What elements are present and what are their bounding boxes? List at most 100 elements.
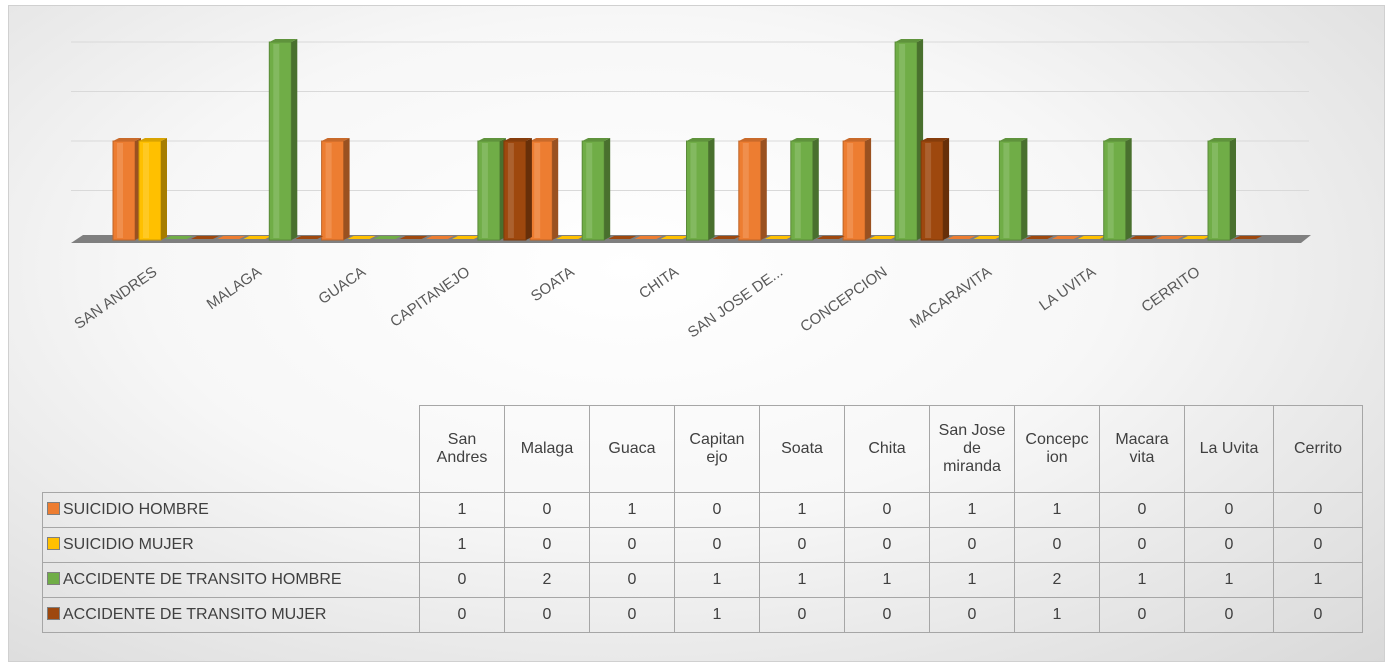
bar-flat <box>1129 236 1158 239</box>
bar-top <box>1103 138 1132 141</box>
legend-swatch-icon <box>47 537 60 550</box>
bar <box>1077 236 1106 239</box>
x-tick-label: SOATA <box>528 263 578 305</box>
table-cell: 0 <box>1273 492 1363 528</box>
bar-top <box>503 138 532 141</box>
bar <box>1129 236 1158 239</box>
x-tick-label: CHITA <box>636 263 682 302</box>
bar-top <box>582 138 611 141</box>
table-cell: 2 <box>1014 562 1100 598</box>
table-cell: 0 <box>1014 527 1100 563</box>
bar <box>191 236 219 239</box>
table-cell: 0 <box>759 597 845 633</box>
bar-flat <box>973 236 1002 239</box>
bar-top <box>686 138 715 141</box>
bar-front <box>686 140 709 241</box>
table-cell: 1 <box>674 562 760 598</box>
table-cell: 0 <box>759 527 845 563</box>
series-label-cell: ACCIDENTE DE TRANSITO MUJER <box>42 597 420 633</box>
bar-flat <box>425 236 454 239</box>
bar-side <box>552 138 559 240</box>
table-cell: 1 <box>929 562 1015 598</box>
bar <box>973 236 1002 239</box>
table-body: SUICIDIO HOMBRE 1 0 1 0 1 0 1 1 0 0 0 SUICIDIO MUJER… <box>42 492 1363 633</box>
bar <box>321 138 350 241</box>
bar <box>165 236 193 239</box>
bar-flat <box>1051 236 1080 239</box>
bar-top <box>921 138 950 141</box>
table-cell: 0 <box>589 597 675 633</box>
bar <box>477 138 506 241</box>
bar-side <box>865 138 872 240</box>
bar-top <box>477 138 506 141</box>
table-cell: 0 <box>674 527 760 563</box>
bar-top <box>113 138 141 141</box>
table-column-header: La Uvita <box>1184 405 1274 493</box>
table-corner-cell <box>42 405 420 493</box>
bar-front <box>1103 140 1127 241</box>
table-row: ACCIDENTE DE TRANSITO MUJER 0 0 0 1 0 0 0 1 0 0 0 <box>42 597 1363 633</box>
bar <box>686 138 715 241</box>
bar-flat <box>295 236 324 239</box>
bar-side <box>812 138 819 240</box>
table-cell: 2 <box>504 562 590 598</box>
bar <box>451 236 480 239</box>
table-cell: 0 <box>1184 527 1274 563</box>
table-column-header: Macara vita <box>1099 405 1185 493</box>
bar <box>816 236 845 239</box>
bar <box>869 236 898 239</box>
bar <box>712 236 741 239</box>
table-cell: 0 <box>929 527 1015 563</box>
bar <box>347 236 376 239</box>
x-tick-label: SAN ANDRES <box>71 263 160 332</box>
table-cell: 1 <box>1014 597 1100 633</box>
bar-side <box>708 138 715 240</box>
bar <box>1025 236 1054 239</box>
table-cell: 0 <box>674 492 760 528</box>
bar <box>842 138 872 241</box>
bar-front <box>894 41 918 241</box>
bar <box>425 236 454 239</box>
bar-flat <box>947 236 976 239</box>
legend-swatch-icon <box>47 572 60 585</box>
bar-flat <box>165 236 193 239</box>
bar-flat <box>191 236 219 239</box>
bar-top <box>738 138 767 141</box>
bar <box>660 236 689 239</box>
table-cell: 0 <box>1184 492 1274 528</box>
bar <box>998 138 1028 241</box>
bar-flat <box>816 236 845 239</box>
table-cell: 1 <box>1273 562 1363 598</box>
bar-highlight <box>1107 143 1114 238</box>
table-cell: 1 <box>844 562 930 598</box>
bar-front <box>477 140 501 241</box>
bar <box>1182 236 1210 239</box>
table-cell: 1 <box>674 597 760 633</box>
table-cell: 0 <box>504 492 590 528</box>
series-label-cell: ACCIDENTE DE TRANSITO HOMBRE <box>42 562 420 598</box>
bar <box>1207 138 1236 241</box>
bar-flat <box>869 236 898 239</box>
table-cell: 0 <box>1273 527 1363 563</box>
x-tick-label: MALAGA <box>204 263 265 313</box>
table-cell: 0 <box>419 597 505 633</box>
bar-front <box>790 140 814 241</box>
table-cell: 0 <box>504 597 590 633</box>
bar <box>920 138 950 241</box>
bar <box>608 236 637 239</box>
table-row: ACCIDENTE DE TRANSITO HOMBRE 0 2 0 1 1 1 1 2 1 1 1 <box>42 562 1363 598</box>
bar-highlight <box>1212 143 1218 238</box>
bar-flat <box>556 236 585 239</box>
table-cell: 1 <box>1014 492 1100 528</box>
bar <box>738 138 767 241</box>
bar-flat <box>399 236 428 239</box>
table-cell: 0 <box>1184 597 1274 633</box>
bar-highlight <box>586 143 593 238</box>
table-cell: 0 <box>589 527 675 563</box>
bar-top <box>790 138 819 141</box>
table-cell: 0 <box>504 527 590 563</box>
table-column-header: San Andres <box>419 405 505 493</box>
bar <box>138 138 167 241</box>
table-cell: 1 <box>759 492 845 528</box>
bar-highlight <box>690 143 697 238</box>
